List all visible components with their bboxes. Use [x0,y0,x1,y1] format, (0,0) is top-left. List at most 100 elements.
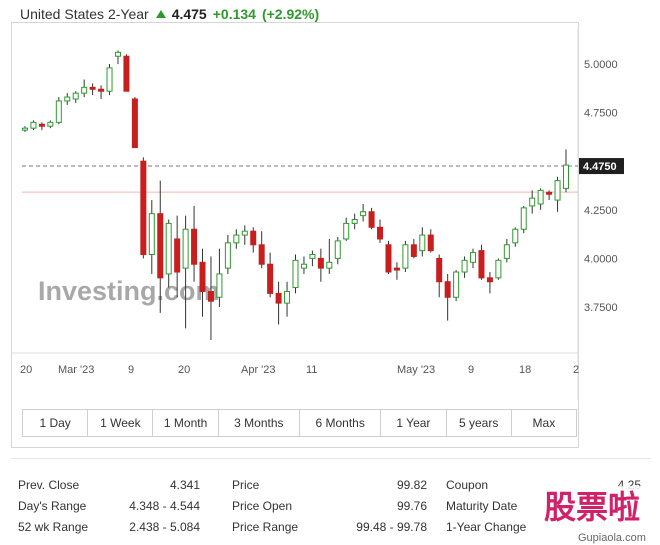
stats-column-1: Prev. Close 4.341 Day's Range 4.348 - 4.54… [18,474,200,537]
watermark-logo-text: 股票啦 [544,488,640,526]
candle-down [478,250,485,279]
candle-up [520,207,527,230]
candle-down [89,86,96,90]
stat-label: Day's Range [18,498,87,513]
stat-label: Coupon [446,477,489,492]
candle-down [486,277,493,283]
candle-down [199,261,206,292]
stats-column-2: Price 99.82 Price Open 99.76 Price Range 99… [232,474,427,537]
candle-up [55,100,62,123]
y-tick-label: 5.0000 [584,59,618,71]
quote-header: United States 2-Year 4.475 +0.134 (+2.92… [20,4,319,24]
stat-value: 99.76 [396,498,427,513]
candle-up [453,271,460,298]
candle-down [38,123,45,127]
stat-label: Maturity Date [446,498,518,513]
candle-up [554,180,561,201]
candle-up [529,197,536,207]
x-tick-label: May '23 [397,364,435,376]
stat-prev-close: Prev. Close 4.341 [18,474,200,495]
candle-up [47,121,54,127]
candlestick-chart[interactable]: Investing.com 5.0000 4.7500 4.2500 4.0000 3.… [0,0,660,400]
candle-down [174,238,181,273]
tab-3-months[interactable]: 3 Months [219,410,300,436]
tab-1-year[interactable]: 1 Year [381,410,447,436]
current-price-badge [579,158,624,175]
stat-label: Price Open [232,498,293,513]
tab-1-week[interactable]: 1 Week [88,410,154,436]
candle-up [30,121,37,129]
candle-up [563,164,569,189]
stat-value: 99.48 - 99.78 [356,519,427,534]
tab-6-months[interactable]: 6 Months [300,410,382,436]
watermark-site-text: Gupiaola.com [578,532,646,544]
tab-1-day[interactable]: 1 Day [23,410,89,436]
candle-up [148,213,155,256]
timeframe-tabs: 1 Day 1 Week 1 Month 3 Months 6 Months 1… [22,409,577,437]
y-tick-label: 4.0000 [584,253,618,265]
candle-down [546,191,553,195]
stat-52wk-range: 52 wk Range 2.438 - 5.084 [18,516,200,537]
x-tick-label: 11 [306,364,317,376]
candle-down [444,281,451,298]
stat-value: 99.82 [396,477,427,492]
candle-down [368,211,375,228]
candle-up [165,222,172,275]
last-price: 4.475 [171,6,207,22]
candle-up [224,242,231,269]
candle-up [503,244,510,259]
x-tick-label: 20 [20,364,32,376]
candle-up [216,273,223,298]
tab-1-month[interactable]: 1 Month [153,410,219,436]
candle-up [72,92,79,100]
candle-down [250,230,257,246]
stat-value: 2.438 - 5.084 [129,519,200,534]
stat-value: 4.348 - 4.544 [129,498,200,513]
candle-down [131,98,138,149]
investing-watermark: Investing.com [38,276,220,306]
stat-1-year-change: 1-Year Change [446,516,641,537]
candle-down [393,267,400,271]
y-tick-label: 4.2500 [584,205,618,217]
stat-days-range: Day's Range 4.348 - 4.544 [18,495,200,516]
stat-price: Price 99.82 [232,474,427,495]
instrument-title: United States 2-Year [20,6,149,22]
candle-up [81,86,88,94]
stat-label: Price Range [232,519,299,534]
candle-up [309,254,316,259]
price-change: +0.134 [212,6,256,22]
x-tick-label: Apr '23 [241,364,276,376]
candle-down [157,213,164,279]
candle-down [98,88,105,92]
stat-value: 4.341 [169,477,200,492]
y-tick-label: 4.7500 [584,108,618,120]
x-tick-label: 2 [573,364,579,376]
stat-price-range: Price Range 99.48 - 99.78 [232,516,427,537]
candle-up [419,234,426,252]
candle-up [64,96,71,102]
x-tick-label: Mar '23 [58,364,94,376]
candle-up [22,127,28,131]
tab-max[interactable]: Max [532,416,556,430]
candle-up [537,189,544,205]
candle-up [300,263,307,269]
candle-up [233,234,240,244]
candle-down [140,160,147,256]
stat-label: Prev. Close [18,477,80,492]
tab-5-years[interactable]: 5 years [447,410,512,436]
stat-price-open: Price Open 99.76 [232,495,427,516]
candle-up [326,261,333,269]
stat-maturity-date: Maturity Date [446,495,641,516]
candle-down [317,257,324,269]
candle-up [182,228,189,269]
up-arrow-icon [155,10,166,18]
stat-label: 52 wk Range [18,519,89,534]
candle-up [284,290,291,304]
candle-down [427,234,434,252]
x-tick-label: 9 [128,364,134,376]
candle-up [106,67,113,92]
site-watermark-logo: 股票啦 Gupiaola.com [540,486,658,544]
candle-down [410,244,417,257]
candle-down [267,263,274,294]
candle-down [191,228,198,265]
